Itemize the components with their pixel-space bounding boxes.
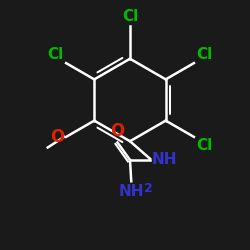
Text: O: O [110,122,125,140]
Text: O: O [50,128,64,146]
Text: 2: 2 [144,182,153,195]
Text: Cl: Cl [196,138,212,153]
Text: Cl: Cl [122,9,138,24]
Text: NH: NH [118,184,144,199]
Text: Cl: Cl [48,47,64,62]
Text: Cl: Cl [196,47,212,62]
Text: NH: NH [151,152,177,168]
